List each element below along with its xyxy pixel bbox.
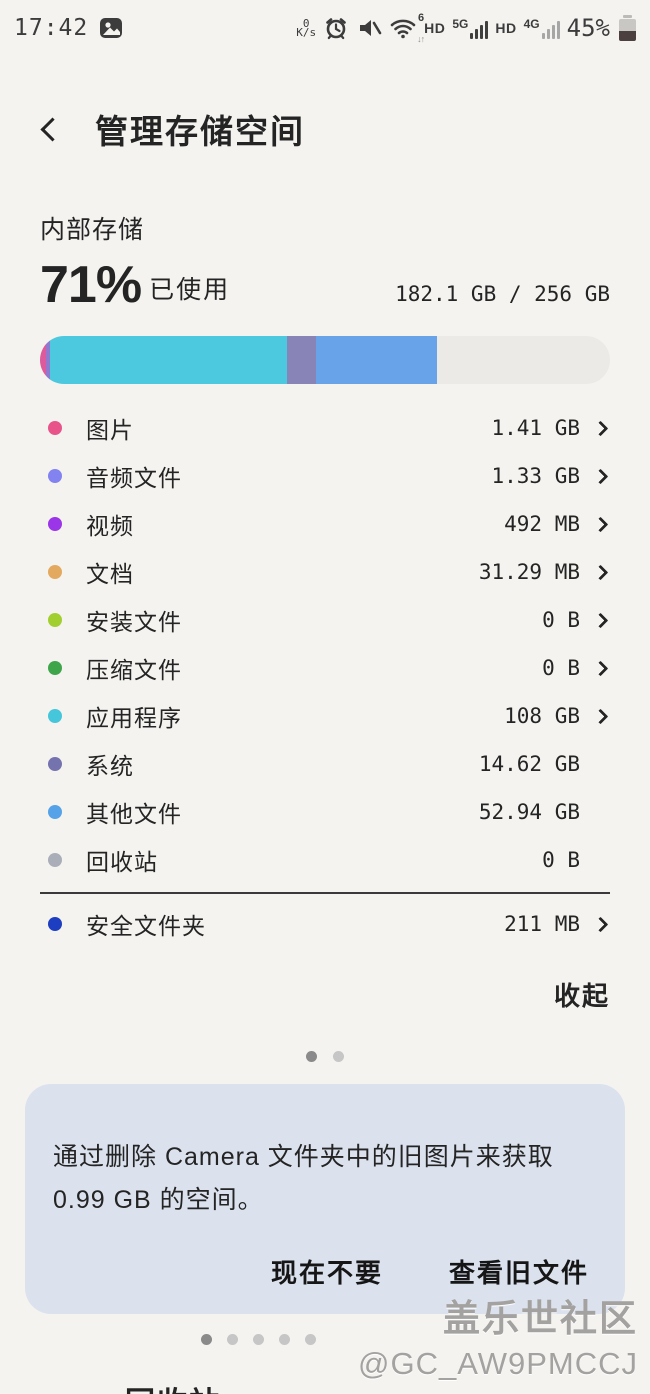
row-apps[interactable]: 应用程序 108 GB <box>40 692 610 740</box>
row-images[interactable]: 图片 1.41 GB <box>40 404 610 452</box>
category-dot <box>48 565 62 579</box>
chevron-right-icon <box>592 660 609 676</box>
storage-page-indicator <box>0 1051 650 1062</box>
hd-badge: HD <box>424 20 446 36</box>
category-dot <box>48 517 62 531</box>
row-label: 视频 <box>86 513 134 539</box>
row-value: 1.41 GB <box>491 416 580 440</box>
row-videos[interactable]: 视频 492 MB <box>40 500 610 548</box>
chevron-right-icon <box>592 564 609 580</box>
network-speed-indicator: 0 K/s <box>296 17 317 39</box>
view-old-files-button[interactable]: 查看旧文件 <box>449 1253 589 1290</box>
row-value: 108 GB <box>504 704 580 728</box>
mute-icon <box>356 15 382 41</box>
used-percent: 71% <box>40 256 142 314</box>
row-audio[interactable]: 音频文件 1.33 GB <box>40 452 610 500</box>
category-dot <box>48 805 62 819</box>
clock: 17:42 <box>14 15 89 41</box>
category-list: 图片 1.41 GB 音频文件 1.33 GB 视频 492 MB 文档 31.… <box>40 404 610 884</box>
row-trash: 回收站 0 B <box>40 836 610 884</box>
page-dot <box>226 1334 238 1345</box>
row-label: 回收站 <box>86 849 158 875</box>
row-label: 应用程序 <box>86 705 182 731</box>
suggestion-message: 通过删除 Camera 文件夹中的旧图片来获取 0.99 GB 的空间。 <box>53 1143 554 1214</box>
category-dot <box>48 917 62 931</box>
page-dot <box>252 1334 264 1345</box>
category-dot <box>48 421 62 435</box>
signal-5g-icon: 5G <box>452 17 489 39</box>
section-divider <box>40 892 610 894</box>
battery-icon <box>619 15 636 41</box>
row-secure-folder[interactable]: 安全文件夹 211 MB <box>40 900 610 948</box>
category-dot <box>48 469 62 483</box>
bar-segment-system <box>286 336 316 384</box>
row-system: 系统 14.62 GB <box>40 740 610 788</box>
usage-total: 182.1 GB / 256 GB <box>395 282 610 306</box>
chevron-right-icon <box>592 468 609 484</box>
storage-panel: 内部存储 71% 已使用 182.1 GB / 256 GB 图片 1.41 G… <box>0 210 650 1013</box>
row-value: 211 MB <box>504 912 580 936</box>
collapse-button[interactable]: 收起 <box>554 976 610 1013</box>
row-value: 31.29 MB <box>478 560 580 584</box>
category-dot <box>48 613 62 627</box>
page-dot <box>304 1334 316 1345</box>
suggestion-card: 通过删除 Camera 文件夹中的旧图片来获取 0.99 GB 的空间。 现在不… <box>25 1084 625 1314</box>
gallery-notification-icon <box>98 15 124 41</box>
trash-section-title-partial: 回收站 <box>125 1378 221 1394</box>
usage-summary: 71% 已使用 182.1 GB / 256 GB <box>40 256 610 314</box>
chevron-right-icon <box>592 420 609 436</box>
card-page-indicator <box>0 1334 583 1345</box>
battery-percent: 45% <box>566 14 610 42</box>
status-bar: 17:42 0 K/s <box>0 0 650 56</box>
wifi-icon: 6 ↓↑ <box>389 12 425 44</box>
category-dot <box>48 709 62 723</box>
page-dot-active <box>306 1051 317 1062</box>
bar-segment-other <box>315 336 437 384</box>
storage-usage-bar <box>40 336 610 384</box>
chevron-right-icon <box>592 708 609 724</box>
row-label: 文档 <box>86 561 134 587</box>
page-dot-active <box>200 1334 212 1345</box>
row-label: 压缩文件 <box>86 657 182 683</box>
app-bar: 管理存储空间 <box>0 56 650 162</box>
bar-segment-images <box>40 336 46 384</box>
watermark-user-id: @GC_AW9PMCCJ <box>357 1346 638 1381</box>
row-label: 安装文件 <box>86 609 182 635</box>
row-value: 0 B <box>542 848 580 872</box>
category-dot <box>48 853 62 867</box>
row-other-files: 其他文件 52.94 GB <box>40 788 610 836</box>
back-icon[interactable] <box>40 116 65 142</box>
used-suffix: 已使用 <box>149 276 231 304</box>
row-value: 52.94 GB <box>478 800 580 824</box>
chevron-right-icon <box>592 612 609 628</box>
hd-badge-2: HD <box>495 20 517 36</box>
row-value: 0 B <box>542 656 580 680</box>
not-now-button[interactable]: 现在不要 <box>271 1253 383 1290</box>
row-label: 图片 <box>86 417 134 443</box>
row-compressed-files[interactable]: 压缩文件 0 B <box>40 644 610 692</box>
page-title: 管理存储空间 <box>95 113 305 150</box>
category-dot <box>48 661 62 675</box>
row-value: 1.33 GB <box>491 464 580 488</box>
internal-storage-label: 内部存储 <box>40 216 145 244</box>
bar-segment-misc <box>45 336 51 384</box>
bar-segment-apps <box>50 336 287 384</box>
row-label: 其他文件 <box>86 801 182 827</box>
row-value: 492 MB <box>504 512 580 536</box>
signal-4g-icon: 4G <box>524 17 560 39</box>
row-label: 安全文件夹 <box>86 913 206 939</box>
row-value: 0 B <box>542 608 580 632</box>
alarm-icon <box>323 15 349 41</box>
category-dot <box>48 757 62 771</box>
chevron-right-icon <box>592 516 609 532</box>
row-value: 14.62 GB <box>478 752 580 776</box>
page-dot <box>278 1334 290 1345</box>
row-label: 音频文件 <box>86 465 182 491</box>
row-label: 系统 <box>86 753 134 779</box>
chevron-right-icon <box>592 916 609 932</box>
row-installation-files[interactable]: 安装文件 0 B <box>40 596 610 644</box>
row-documents[interactable]: 文档 31.29 MB <box>40 548 610 596</box>
page-dot <box>333 1051 344 1062</box>
